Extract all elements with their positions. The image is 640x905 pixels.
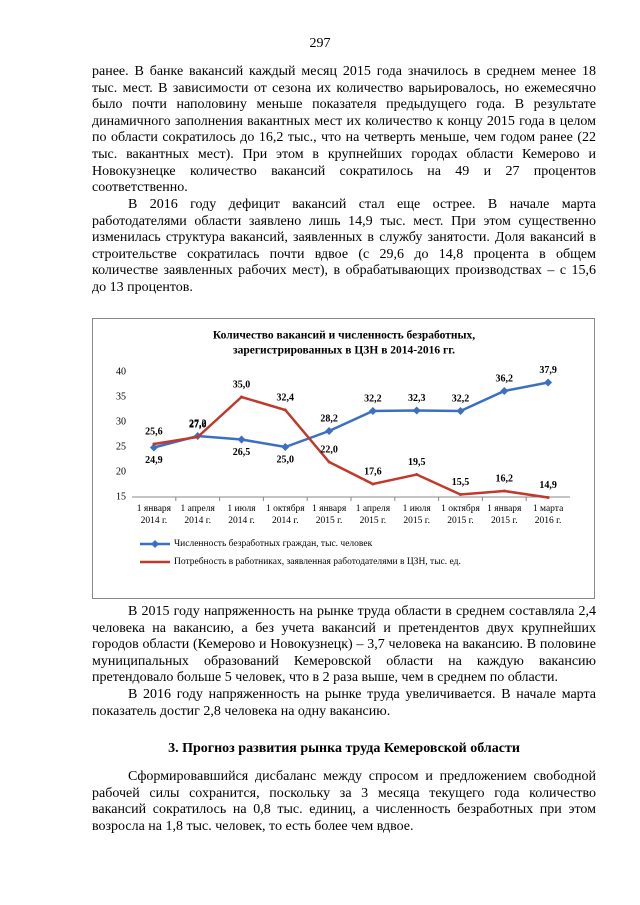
x-tick-label: 2014 г. [184,516,211,526]
chart-title: зарегистрированных в ЦЗН в 2014-2016 гг. [233,345,455,357]
x-tick-label: 2015 г. [447,516,474,526]
data-point [281,443,290,451]
x-tick-label: 1 января [487,504,522,514]
page-number: 297 [309,36,331,51]
y-tick-label: 20 [116,466,126,477]
x-tick-label: 2015 г. [403,516,430,526]
y-tick-label: 15 [116,491,126,502]
data-label: 32,2 [452,393,470,404]
data-label: 36,2 [496,373,514,384]
y-tick-label: 30 [116,416,126,427]
data-point [459,493,462,496]
y-tick-label: 35 [116,391,126,402]
data-label: 15,5 [452,477,470,488]
data-point [456,407,465,415]
paragraph: В 2016 году напряженность на рынке труда… [92,687,596,719]
x-tick-label: 1 апреля [356,504,391,514]
data-point [325,427,334,435]
data-label: 32,4 [277,392,295,403]
data-label: 19,5 [408,457,426,468]
x-tick-label: 2016 г. [535,516,562,526]
data-point [544,378,553,387]
data-point [237,435,246,444]
x-tick-label: 1 марта [533,504,564,514]
x-tick-label: 2014 г. [272,516,299,526]
series-line [153,395,549,499]
data-point [283,408,287,412]
data-label: 22,0 [320,444,338,455]
data-label: 27,0 [189,419,207,430]
paragraph: В 2015 году напряженность на рынке труда… [92,604,596,686]
data-label: 37,9 [539,365,557,376]
x-tick-label: 2014 г. [141,516,168,526]
data-label: 27,2 [189,418,207,429]
legend-label: Численность безработных граждан, тыс. че… [174,538,373,549]
data-label: 16,2 [496,473,514,484]
data-label: 32,2 [364,393,382,404]
x-tick-label: 1 января [137,504,172,514]
chart: Количество вакансий и численность безраб… [92,318,595,599]
paragraph: Сформировавшийся дисбаланс между спросом… [92,769,596,834]
data-label: 24,9 [145,455,163,466]
y-tick-label: 40 [116,366,126,377]
data-label: 35,0 [233,379,251,390]
data-point [327,460,331,464]
x-tick-label: 2014 г. [228,516,255,526]
data-label: 26,5 [233,447,251,458]
data-label: 32,3 [408,393,426,404]
section-heading: 3. Прогноз развития рынка труда Кемеровс… [168,741,520,756]
data-point [240,395,243,399]
x-tick-label: 2015 г. [316,516,343,526]
x-tick-label: 2015 г. [360,516,387,526]
x-tick-label: 1 октября [266,503,305,514]
x-tick-label: 1 июля [227,504,256,514]
data-point [546,496,550,499]
x-tick-label: 1 октября [441,503,480,514]
data-label: 25,0 [277,454,295,465]
data-point [412,406,421,415]
x-tick-label: 1 июля [403,504,432,514]
chart-title: Количество вакансий и численность безраб… [213,330,475,342]
data-label: 28,2 [320,413,338,424]
paragraph: В 2016 году дефицит вакансий стал еще ос… [92,197,596,295]
data-point [149,443,158,452]
x-tick-label: 1 января [312,504,347,514]
data-point [371,482,375,486]
data-label: 17,6 [364,466,382,477]
data-point [196,435,200,439]
x-tick-label: 2015 г. [491,516,518,526]
data-point [152,442,156,446]
x-tick-label: 1 апреля [181,504,216,514]
data-point [502,489,506,493]
data-label: 25,6 [145,426,163,437]
series-line [153,381,549,449]
y-tick-label: 25 [116,441,126,452]
data-point [368,407,377,415]
legend-label: Потребность в работниках, заявленная раб… [174,556,461,567]
data-label: 14,9 [539,480,557,491]
data-point [500,387,509,395]
data-point [415,473,419,476]
paragraph: ранее. В банке вакансий каждый месяц 201… [92,64,596,196]
chart-frame [92,318,595,599]
legend-marker [151,540,159,548]
